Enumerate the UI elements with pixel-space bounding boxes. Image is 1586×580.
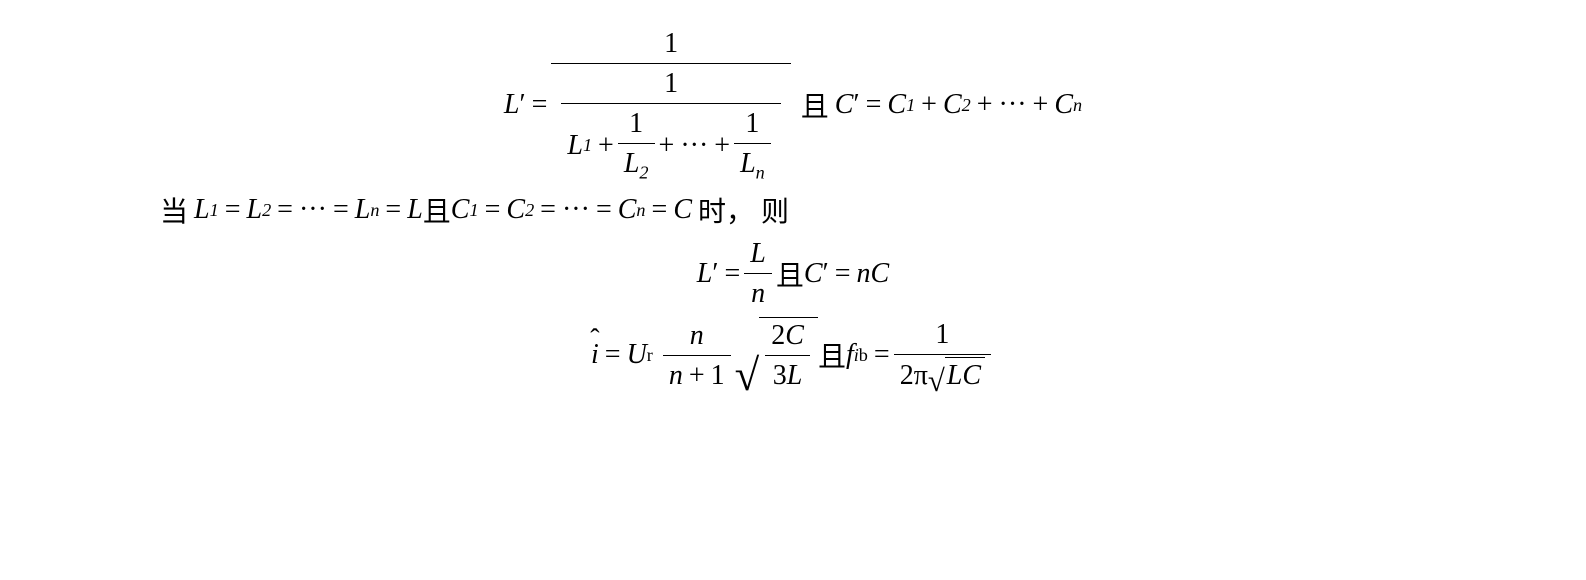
- eq3-sqrt-2C-3L: √ 2C 3L: [735, 317, 818, 393]
- var-i-hat: i: [591, 339, 599, 371]
- equals: =: [532, 89, 548, 121]
- var-C-prime: C: [835, 89, 860, 121]
- eq1-main-fraction: 1 1 L1 + 1 L2 + ··· + 1: [551, 26, 790, 184]
- eq1-inner-num: 1: [658, 66, 684, 101]
- eq1-lhs: L =: [504, 89, 548, 121]
- var-L-prime-2: L: [697, 258, 719, 290]
- eq3-sqrt-LC: √ LC: [928, 357, 985, 393]
- eq1-frac-1-L2: 1 L2: [618, 106, 655, 184]
- eq1-inner-den: L1 + 1 L2 + ··· + 1 Ln: [561, 106, 780, 184]
- eq2-frac-L-n: L n: [744, 236, 772, 311]
- var-L-prime: L: [504, 89, 526, 121]
- condition-line: 当 L1 = L2 = ··· = Ln = L 且 C1 = C2 = ···…: [160, 190, 1546, 230]
- var-U: U: [627, 339, 647, 371]
- postfix-text: 时， 则: [698, 190, 789, 230]
- prefix-text: 当: [160, 190, 188, 230]
- eq3-frac-n-nplus1: n n + 1: [663, 318, 731, 393]
- eq1-main-num: 1: [658, 26, 684, 61]
- equation-2: L = L n 且 C = nC: [40, 236, 1546, 311]
- equation-1: L = 1 1 L1 + 1 L2 + ··· +: [40, 26, 1546, 184]
- var-C-prime-2: C: [804, 258, 829, 290]
- eq1-rhs-C: 且 C = C1 + C2 + ··· + Cn: [795, 85, 1082, 125]
- eq1-inner-fraction: 1 L1 + 1 L2 + ··· + 1 Ln: [561, 66, 780, 184]
- equation-3: i = Ur n n + 1 √ 2C 3L 且 fib = 1 2π √ L: [40, 317, 1546, 393]
- eq3-frac-1-2pisqrtLC: 1 2π √ LC: [894, 317, 991, 393]
- conj-text: 且: [801, 85, 829, 125]
- eq1-frac-1-Ln: 1 Ln: [734, 106, 771, 184]
- var-f: f: [846, 339, 854, 371]
